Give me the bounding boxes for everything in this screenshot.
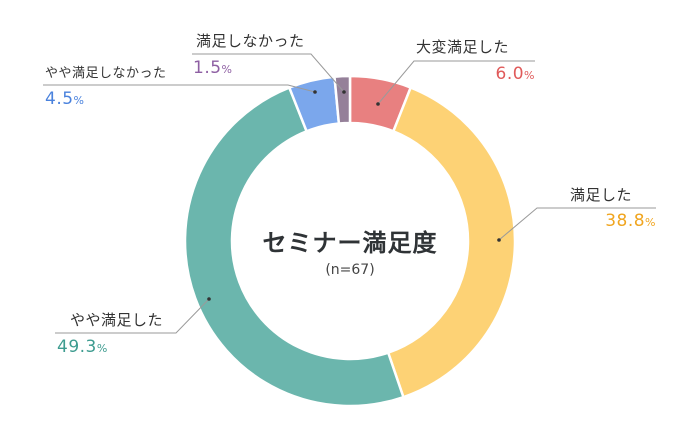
pct-value: 6.0 — [495, 64, 525, 84]
leader-line-somewhat-dissatisfied — [43, 84, 316, 93]
leader-line-very-satisfied — [377, 60, 535, 105]
pct-value: 49.3 — [57, 337, 97, 357]
chart-subtitle: (n=67) — [325, 262, 375, 278]
pct-value: 1.5 — [193, 58, 222, 78]
segment-somewhat-satisfied — [183, 85, 405, 408]
chart-title: セミナー満足度 — [262, 229, 438, 257]
leader-dot — [376, 102, 380, 106]
label-satisfied: 満足した — [570, 186, 633, 204]
pct-unit: % — [96, 342, 108, 355]
leader-dot — [497, 238, 501, 242]
pct-somewhat-satisfied: 49.3% — [57, 337, 108, 359]
leader-dot — [342, 90, 346, 94]
label-dissatisfied: 満足しなかった — [196, 32, 305, 50]
pct-unit: % — [645, 216, 656, 229]
pct-satisfied: 38.8% — [556, 211, 656, 233]
segment-dissatisfied — [333, 74, 352, 125]
leader-dot — [313, 90, 317, 94]
pct-unit: % — [524, 69, 535, 82]
label-somewhat-dissatisfied: やや満足しなかった — [45, 66, 167, 81]
leader-line-satisfied — [498, 207, 656, 241]
leader-dot — [207, 297, 211, 301]
pct-somewhat-dissatisfied: 4.5% — [45, 89, 85, 111]
leader-line-dissatisfied — [192, 53, 345, 93]
pct-dissatisfied: 1.5% — [193, 58, 233, 80]
pct-value: 4.5 — [45, 89, 74, 109]
label-somewhat-satisfied: やや満足した — [70, 311, 164, 329]
leader-line-somewhat-satisfied — [55, 298, 210, 334]
label-very-satisfied: 大変満足した — [416, 38, 510, 56]
pct-unit: % — [73, 94, 85, 107]
pct-unit: % — [221, 63, 233, 76]
pct-very-satisfied: 6.0% — [455, 64, 535, 86]
segment-satisfied — [386, 85, 517, 399]
donut-segments — [183, 74, 517, 408]
pct-value: 38.8 — [605, 211, 646, 231]
leader-lines — [43, 53, 656, 334]
